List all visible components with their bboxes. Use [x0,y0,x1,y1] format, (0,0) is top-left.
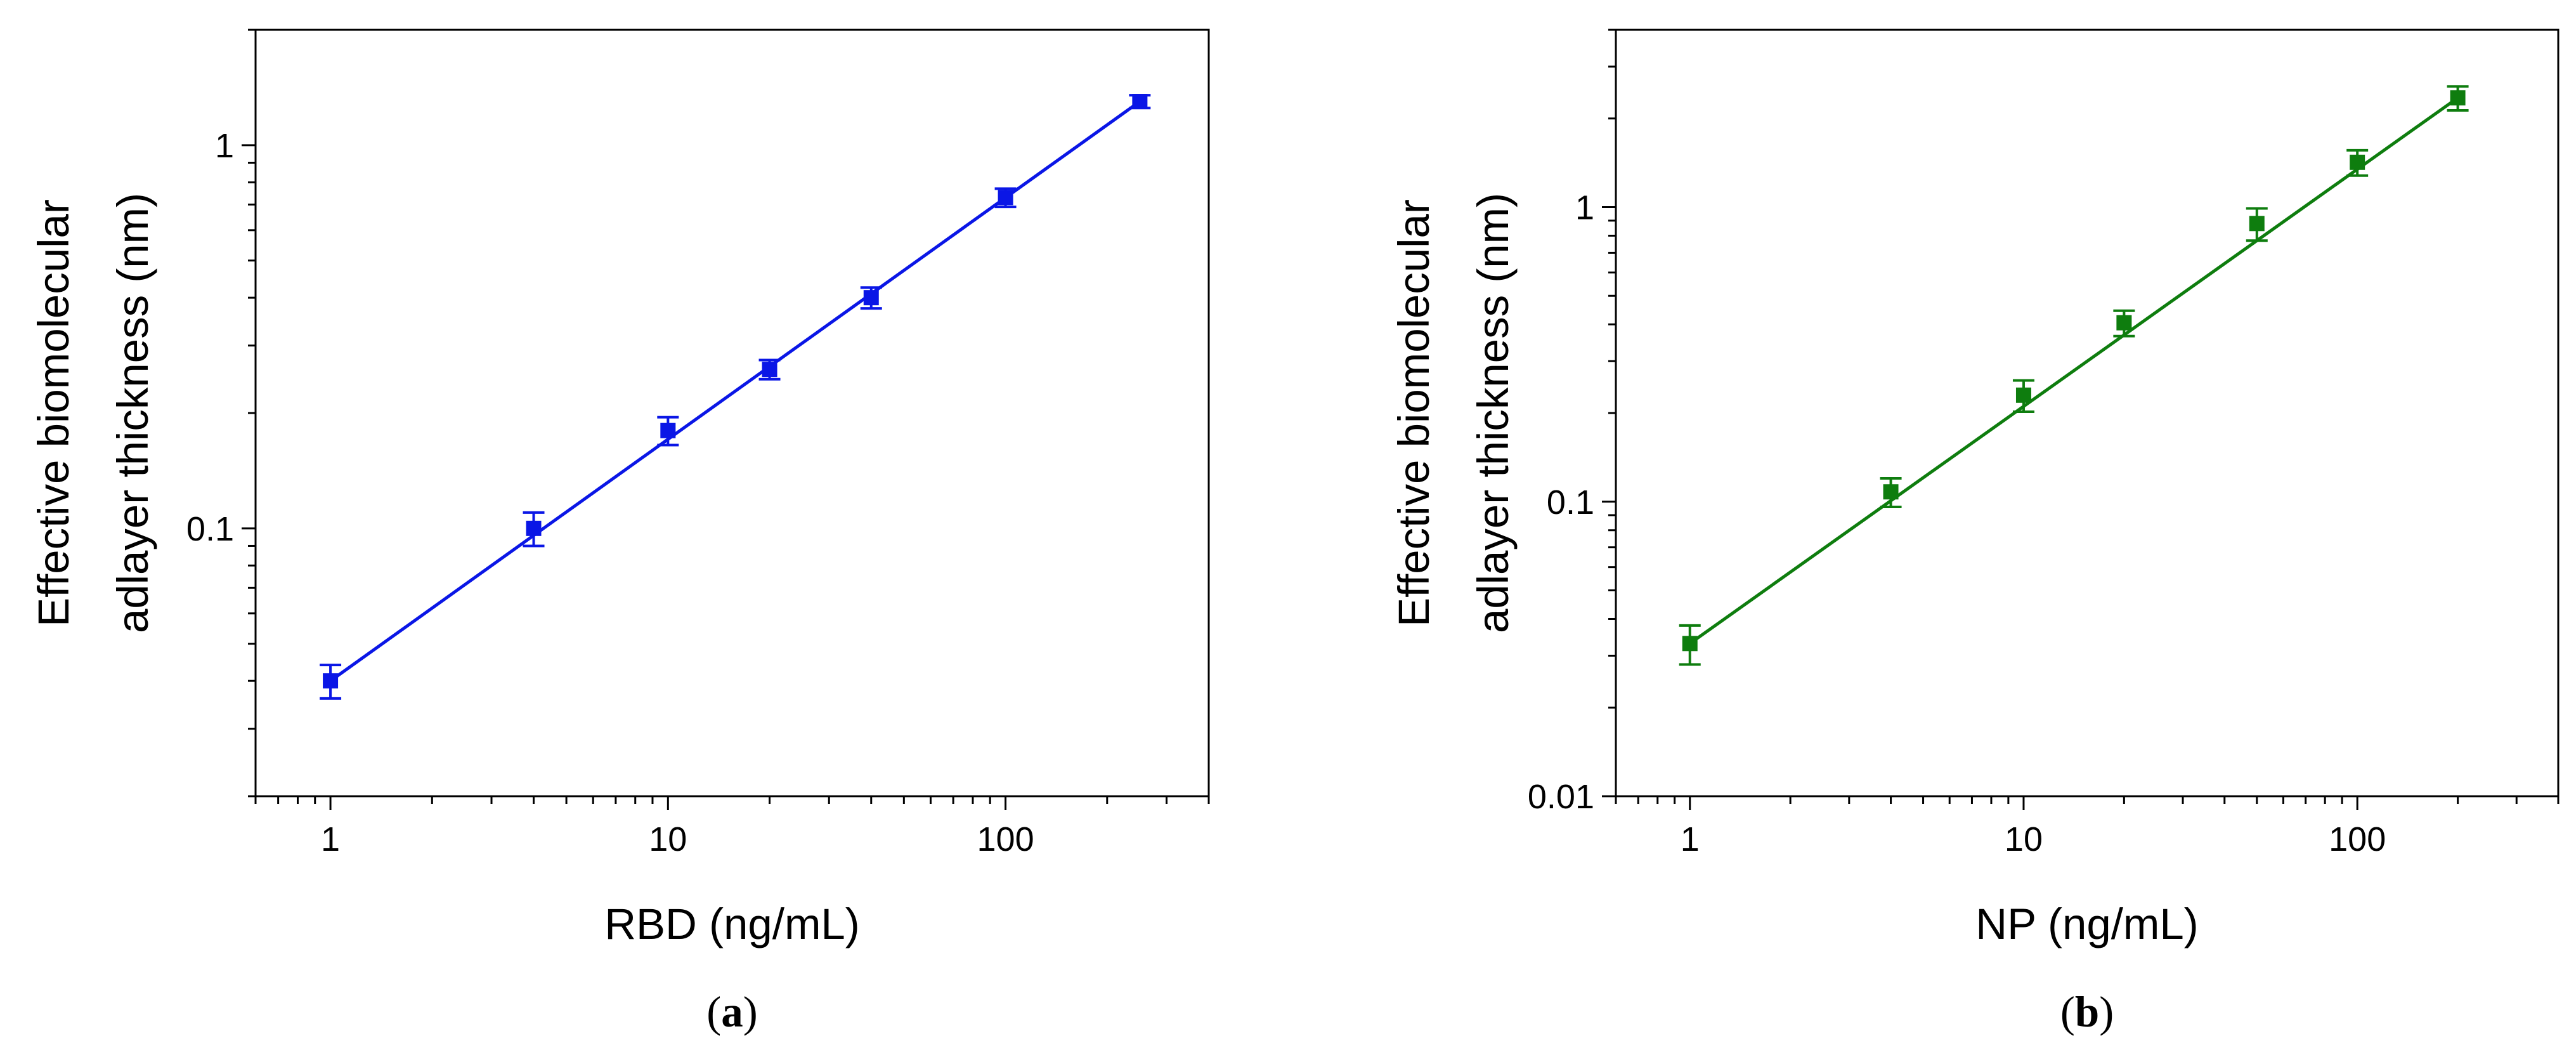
panel-label: (a) [706,988,757,1036]
panel-label-open: ( [706,988,721,1036]
x-tick-label: 100 [977,820,1034,858]
x-tick-label: 1 [321,820,340,858]
y-axis-title: Effective biomolecular adlayer thickness … [1389,193,1518,633]
x-tick-label: 100 [2329,820,2386,858]
panel-label: (b) [2060,988,2114,1036]
data-point [2350,154,2365,170]
panel-label-open: ( [2060,988,2075,1036]
data-point [762,362,777,377]
data-point [998,190,1013,206]
y-axis-title-line-1: Effective biomolecular [29,199,78,627]
fit-line [1689,96,2459,645]
data-point [2015,387,2031,403]
x-tick-label: 1 [1681,820,1700,858]
data-point [1132,94,1148,110]
data-point [526,520,542,536]
panel-label-letter: a [721,988,743,1036]
x-axis-title: RBD (ng/mL) [604,900,860,948]
y-tick-label: 1 [1575,189,1594,227]
y-tick-label: 0.1 [186,510,234,548]
panel-label-letter: b [2075,988,2099,1036]
y-axis-title-line-2: adlayer thickness (nm) [1469,193,1518,633]
y-tick-label: 0.1 [1547,483,1594,522]
fit-line [329,100,1141,683]
plot-frame [254,29,1210,797]
y-axis-title-line-1: Effective biomolecular [1389,199,1438,627]
data-point [660,423,676,438]
y-tick-label: 0.01 [1528,778,1594,816]
x-tick-label: 10 [649,820,687,858]
data-point [2450,90,2466,106]
x-axis-title: NP (ng/mL) [1975,900,2199,948]
y-tick-label: 1 [215,127,234,165]
plot-frame [1615,29,2560,797]
chart-panel-b: 1 10 100 0.01 0.1 1 NP (ng/mL) Effective biomol… [1389,29,2560,1036]
chart-panel-a: 1 10 100 0.1 1 RBD (ng/mL) Effective biomolecu… [29,29,1210,1036]
y-axis-title: Effective biomolecular adlayer thickness … [29,193,157,633]
data-point [2249,216,2265,232]
data-point [2116,315,2132,331]
panel-label-close: ) [743,988,758,1036]
data-point [1883,484,1899,500]
y-axis-title-line-2: adlayer thickness (nm) [108,193,157,633]
data-point [323,673,339,689]
panel-label-close: ) [2099,988,2114,1036]
data-point [1682,636,1698,652]
x-tick-label: 10 [2005,820,2043,858]
data-point [863,290,879,306]
